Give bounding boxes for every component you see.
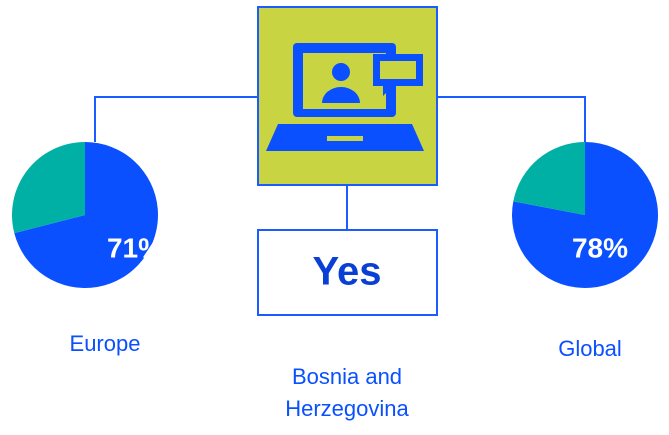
- answer: Yes: [313, 250, 382, 294]
- pie-title: Europe: [70, 331, 141, 356]
- answer-box: [257, 229, 438, 316]
- pie-title: Global: [558, 336, 622, 361]
- connectors: [94, 96, 586, 230]
- value-label: 78%: [572, 232, 628, 263]
- value-label: 71%: [107, 232, 163, 263]
- pie-slice: [513, 142, 585, 215]
- country-label: Herzegovina: [285, 396, 409, 421]
- connector-right: [437, 96, 586, 142]
- connector-left: [94, 96, 258, 142]
- pie-slice: [12, 142, 85, 234]
- laptop-icon: [266, 43, 424, 151]
- pie-slice: [14, 142, 159, 288]
- country-label: Bosnia and: [292, 364, 402, 389]
